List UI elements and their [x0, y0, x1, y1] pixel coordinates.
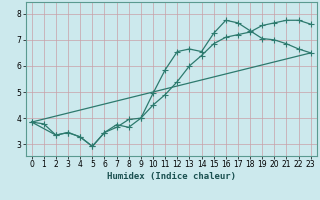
X-axis label: Humidex (Indice chaleur): Humidex (Indice chaleur) [107, 172, 236, 181]
